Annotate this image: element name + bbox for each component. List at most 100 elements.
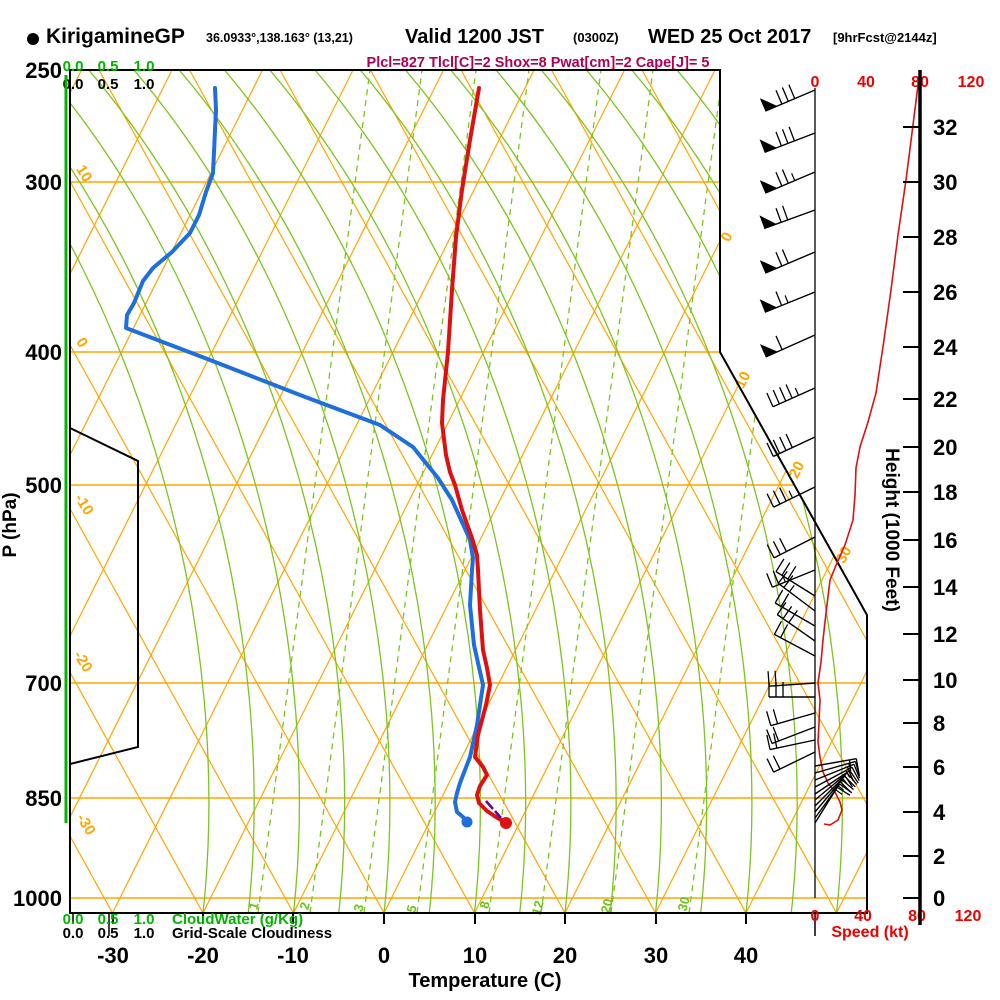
barb-shaft	[765, 171, 816, 194]
wind-barb	[759, 291, 816, 313]
barb-shaft	[814, 760, 856, 774]
pressure-tick-label: 250	[25, 58, 62, 83]
isotherm-line	[292, 70, 716, 913]
barb-half-feather	[788, 490, 794, 499]
barb-feather	[772, 389, 780, 405]
dry-adiabat-line	[70, 70, 476, 913]
barb-feather	[779, 537, 788, 552]
barb-pennant	[759, 98, 778, 112]
valid-time: Valid 1200 JST	[405, 26, 544, 48]
barb-feather	[766, 711, 772, 726]
barb-shaft	[772, 387, 816, 408]
moist-adiabat-line	[70, 70, 301, 913]
barb-shaft	[769, 739, 816, 751]
barb-feather	[780, 593, 790, 607]
barb-feather	[772, 570, 780, 585]
barb-feather	[766, 493, 775, 508]
wind-barb	[766, 486, 816, 508]
barb-feather	[836, 786, 851, 796]
wind-barb	[766, 433, 816, 458]
moist-adiabat-line	[540, 70, 798, 913]
barb-feather	[766, 573, 773, 588]
mixing-ratio-line	[610, 70, 724, 913]
pressure-tick-label: 700	[25, 671, 62, 696]
pressure-tick-label: 300	[25, 170, 62, 195]
barb-feather	[779, 487, 787, 502]
cloud-scale-value: 0.0	[63, 76, 84, 93]
mixing-ratio-label: 1	[245, 900, 261, 911]
wind-height-panel: 0408012004080120Speed (kt)02468101214161…	[811, 70, 985, 941]
temp-tick-label: -20	[187, 943, 219, 968]
temp-tick-label: -30	[97, 943, 129, 968]
barb-feather	[773, 733, 778, 749]
height-tick-label: 30	[933, 170, 957, 195]
dry-adiabat-label: -20	[70, 648, 96, 675]
isotherm-line	[70, 70, 354, 913]
barb-feather	[844, 775, 856, 788]
barb-feather	[777, 570, 788, 584]
temp-tick-label: 0	[378, 943, 390, 968]
wind-barb	[814, 760, 861, 777]
barb-shaft	[771, 726, 816, 745]
barb-feather	[788, 126, 796, 142]
barb-half-feather	[794, 387, 800, 396]
wind-barb	[775, 558, 816, 597]
station-name: KirigamineGP	[46, 25, 185, 48]
height-tick-label: 20	[933, 435, 957, 460]
wind-barbs	[759, 84, 861, 824]
wind-barb	[766, 709, 816, 727]
cloudwater-legend: CloudWater (g/Kg)	[172, 911, 303, 928]
mixing-ratio-label: 8	[476, 899, 492, 910]
valid-utc: (0300Z)	[573, 30, 619, 45]
barb-feather	[781, 169, 789, 184]
station-coords: 36.0933°,138.163° (13,21)	[206, 31, 353, 45]
speed-scale-top-label: 40	[857, 74, 875, 91]
moist-adiabat-line	[314, 70, 572, 913]
cloud-scale-value: 1.0	[134, 911, 155, 928]
station-bullet-icon	[27, 33, 39, 45]
barb-pennant	[759, 344, 778, 357]
moist-adiabat-line	[70, 70, 210, 913]
height-tick-label: 28	[933, 225, 957, 250]
barb-feather	[772, 439, 781, 454]
barb-feather	[775, 252, 783, 267]
barb-shaft	[776, 614, 816, 642]
barb-shaft	[775, 571, 816, 597]
wind-barb	[767, 670, 816, 687]
mixing-ratio-line	[540, 70, 654, 913]
wind-barb	[759, 126, 816, 154]
cloud-scale-value: 0.5	[98, 911, 119, 928]
barb-feather	[766, 734, 771, 750]
barb-feather	[782, 605, 793, 620]
height-tick-label: 22	[933, 387, 957, 412]
height-tick-label: 12	[933, 622, 957, 647]
barb-feather	[772, 490, 781, 505]
wind-barb	[766, 384, 816, 408]
dry-adiabat-line	[369, 70, 838, 913]
wind-barb	[759, 334, 816, 358]
barb-feather	[854, 761, 861, 777]
barb-feather	[772, 755, 781, 770]
dry-adiabat-label: 10	[72, 162, 95, 185]
barb-shaft	[773, 751, 816, 773]
barb-feather	[788, 84, 796, 99]
barb-feather	[787, 565, 797, 580]
barb-pennant	[759, 299, 777, 313]
barb-feather	[781, 562, 791, 576]
temperature-curve	[440, 86, 508, 825]
speed-scale-top-label: 120	[958, 74, 985, 91]
barb-feather	[781, 87, 789, 102]
barb-shaft	[769, 682, 816, 687]
cloud-scale-value: 0.0	[63, 911, 84, 928]
plot-border	[69, 69, 868, 914]
mixing-ratio-line	[416, 70, 530, 913]
wind-barb	[766, 726, 816, 745]
temperature-axis: -30 -20 -10 0 10 20 30 40 Temperature (C)	[97, 913, 758, 992]
temp-axis-title: Temperature (C)	[409, 970, 562, 992]
isotherm-label: 20	[786, 459, 809, 482]
cloud-scale-value: 1.0	[134, 925, 155, 942]
barb-shaft	[764, 209, 816, 230]
mixing-ratio-label: 5	[403, 903, 419, 914]
barb-feather	[849, 770, 859, 784]
barb-feather	[766, 758, 775, 773]
